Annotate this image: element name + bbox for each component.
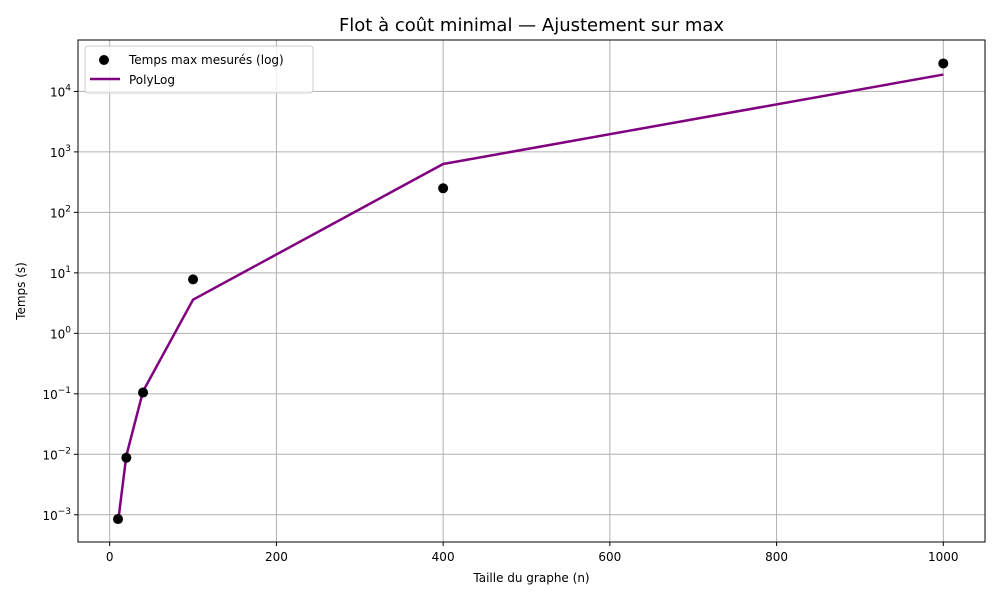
x-axis-label: Taille du graphe (n) [472,571,589,585]
y-tick-base: 10 [42,509,57,523]
legend-label-line: PolyLog [129,73,175,87]
legend-label-scatter: Temps max mesurés (log) [128,53,284,67]
scatter-point [113,514,123,524]
x-tick-label: 1000 [928,550,959,564]
y-axis-label: Temps (s) [14,262,28,321]
scatter-point [121,453,131,463]
x-tick-label: 400 [432,550,455,564]
y-tick-exponent: −1 [58,386,71,396]
y-tick-exponent: 2 [65,204,71,214]
y-tick-base: 10 [50,267,65,281]
y-tick-exponent: 4 [65,83,71,93]
y-tick-base: 10 [42,388,57,402]
legend: Temps max mesurés (log) PolyLog [85,46,313,93]
x-tick-label: 200 [265,550,288,564]
y-tick-exponent: −2 [58,446,71,456]
y-tick-exponent: 0 [65,325,71,335]
chart-title: Flot à coût minimal — Ajustement sur max [339,15,724,36]
y-tick-base: 10 [50,146,65,160]
y-tick-exponent: 1 [65,265,71,275]
scatter-point [188,274,198,284]
y-tick-exponent: 3 [65,144,71,154]
y-tick-base: 10 [50,206,65,220]
scatter-point [438,183,448,193]
scatter-point [938,58,948,68]
x-tick-label: 600 [598,550,621,564]
scatter-point [138,388,148,398]
y-tick-base: 10 [50,85,65,99]
x-tick-label: 800 [765,550,788,564]
y-tick-base: 10 [50,327,65,341]
legend-marker-scatter [99,55,109,65]
y-tick-exponent: −3 [58,507,71,517]
x-tick-label: 0 [106,550,114,564]
y-tick-base: 10 [42,448,57,462]
